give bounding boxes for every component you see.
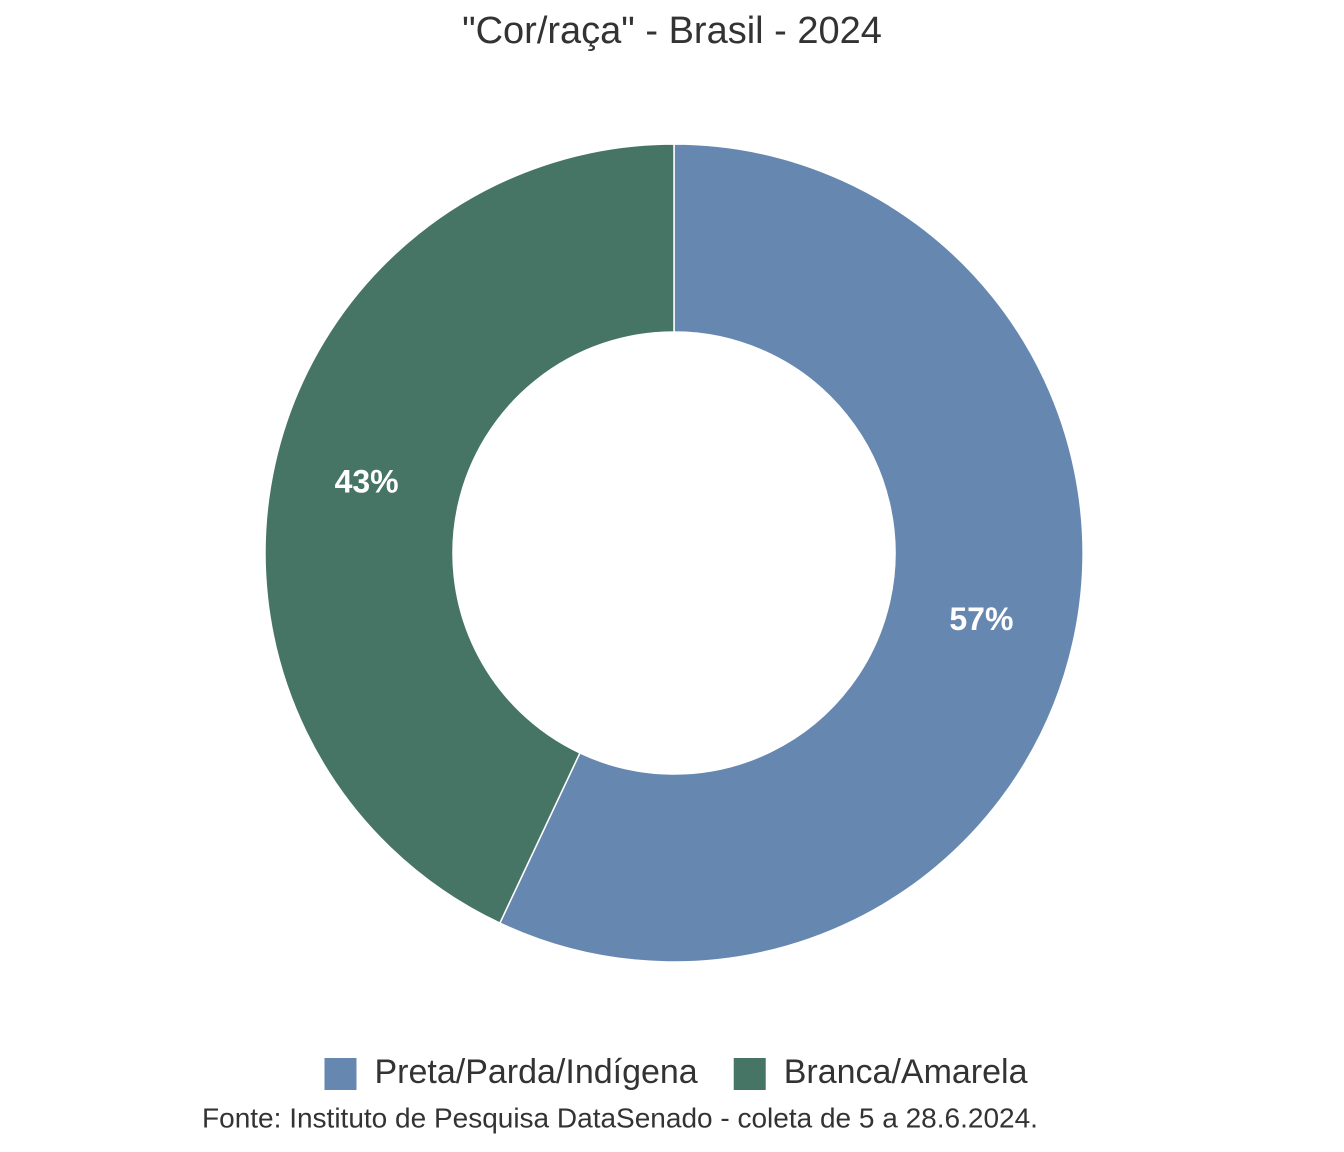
- legend-label: Preta/Parda/Indígena: [374, 1053, 697, 1091]
- donut-slice: [498, 143, 1084, 963]
- caption: Fonte: Instituto de Pesquisa DataSenado …: [202, 1102, 1038, 1133]
- value-label: 57%: [949, 601, 1013, 637]
- donut-slice: [264, 143, 675, 925]
- legend-swatch: [324, 1058, 357, 1090]
- legend-label: Branca/Amarela: [784, 1053, 1028, 1091]
- value-label: 43%: [335, 464, 399, 500]
- chart-title: "Cor/raça" - Brasil - 2024: [462, 10, 882, 52]
- legend-swatch: [733, 1058, 766, 1090]
